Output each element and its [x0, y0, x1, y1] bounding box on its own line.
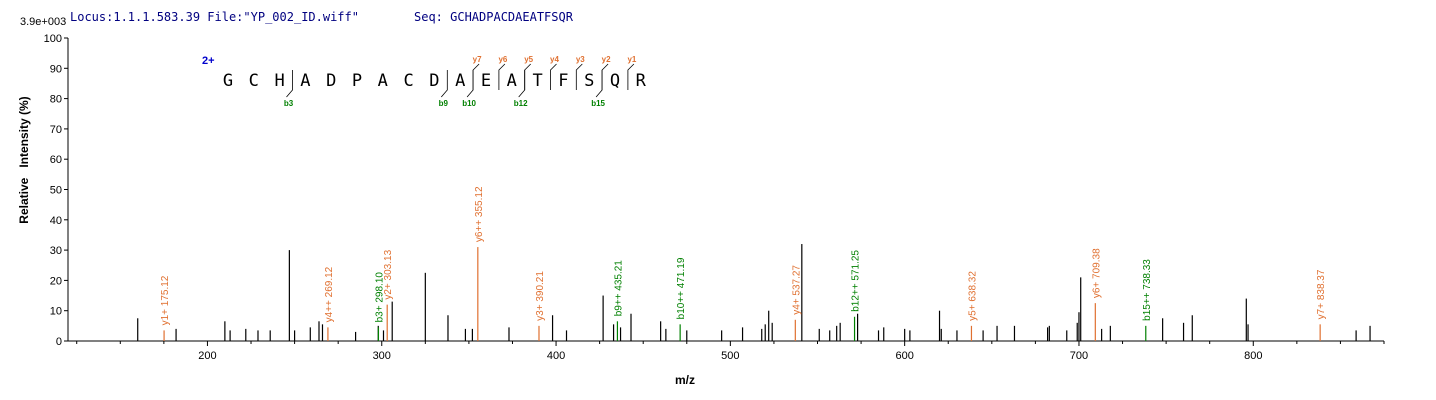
b-ion-label: b12 [514, 99, 528, 108]
peak-label: b9++ 435.21 [613, 260, 624, 317]
y-axis-ticks: 0 10 20 30 40 50 60 70 80 90 100 [44, 33, 68, 348]
sequence-residue: P [352, 71, 362, 91]
y-tick-label: 60 [50, 154, 62, 166]
y-tick-label: 70 [50, 124, 62, 136]
y-ion-bracket [472, 63, 480, 90]
x-tick-label: 300 [373, 350, 391, 362]
y-ion-label: y4 [550, 55, 559, 64]
y-ion-label: y3 [576, 55, 585, 64]
sequence-residue: G [223, 71, 233, 91]
peak-label: b10++ 471.19 [676, 257, 687, 319]
peak-label: y4++ 269.12 [324, 266, 335, 322]
x-tick-label: 400 [547, 350, 565, 362]
sequence-residue: D [429, 71, 439, 91]
peak-label: b15++ 738.33 [1142, 259, 1153, 321]
y-ion-label: y7 [473, 55, 482, 64]
sequence-residue: T [532, 71, 542, 91]
sequence-residue: A [378, 71, 388, 91]
b-ion-label: b3 [284, 99, 294, 108]
b-ion-label: b10 [462, 99, 476, 108]
sequence-residue: F [558, 71, 568, 91]
sequence-residue: R [636, 71, 647, 91]
sequence-residue: D [326, 71, 336, 91]
sequence-residue: C [403, 71, 413, 91]
y-tick-label: 100 [44, 33, 62, 45]
b-ion-bracket [466, 70, 474, 98]
b-ion-bracket [518, 70, 526, 98]
y-tick-label: 0 [56, 336, 62, 348]
y-ion-bracket [627, 63, 635, 90]
y-ion-bracket [575, 63, 583, 90]
x-tick-label: 500 [721, 350, 739, 362]
x-axis-title: m/z [675, 373, 695, 387]
peak-label: y3+ 390.21 [535, 271, 546, 321]
sequence-residue: A [455, 71, 465, 91]
y-tick-label: 10 [50, 306, 62, 318]
y-ion-bracket [550, 63, 557, 90]
peak-label: b12++ 571.25 [851, 250, 862, 312]
peak-label: y7+ 838.37 [1316, 269, 1327, 319]
x-tick-label: 800 [1244, 350, 1262, 362]
b-ion-bracket [286, 70, 293, 98]
b-ion-bracket [595, 70, 603, 98]
y-ion-label: y1 [627, 55, 636, 64]
b-ion-label: b15 [591, 99, 605, 108]
sequence-residue: C [249, 71, 259, 91]
y-ion-bracket [601, 63, 609, 90]
peak-label: y2+ 303.13 [383, 249, 394, 299]
sequence-residue: S [584, 71, 594, 91]
peak-label: y5+ 638.32 [967, 271, 978, 321]
y-tick-label: 80 [50, 94, 62, 106]
y-ion-label: y6 [498, 55, 507, 64]
x-tick-label: 200 [198, 350, 216, 362]
y-ion-label: y5 [524, 55, 533, 64]
peak-label: y1+ 175.12 [160, 275, 171, 325]
sequence-residue: Q [610, 71, 620, 91]
sequence-header: Seq: GCHADPACDAEATFSQR [414, 10, 574, 24]
sequence-residue: A [300, 71, 310, 91]
y-tick-label: 90 [50, 63, 62, 75]
peak-series [137, 244, 1371, 341]
peak-label: y6+ 709.38 [1091, 248, 1102, 298]
y-tick-label: 20 [50, 275, 62, 287]
x-axis-ticks: 200 300 400 500 600 700 800 [76, 341, 1385, 362]
x-tick-label: 600 [895, 350, 913, 362]
b-ion-label: b9 [439, 99, 449, 108]
sequence-residue: E [481, 71, 491, 91]
peak-label: b3+ 298.10 [374, 272, 385, 323]
y-tick-label: 50 [50, 185, 62, 197]
peak-label: y6++ 355.12 [474, 186, 485, 242]
locus-file-header: Locus:1.1.1.583.39 File:"YP_002_ID.wiff" [70, 10, 359, 24]
y-ion-bracket [498, 63, 506, 90]
b-ion-bracket [440, 70, 448, 98]
y-tick-label: 30 [50, 245, 62, 257]
max-intensity-label: 3.9e+003 [20, 16, 66, 28]
y-ion-label: y2 [602, 55, 611, 64]
y-ion-bracket [524, 63, 531, 90]
sequence-residue: H [274, 71, 284, 91]
charge-state-label: 2+ [202, 55, 215, 67]
y-axis-title: Relative Intensity (%) [17, 96, 31, 223]
y-tick-label: 40 [50, 215, 62, 227]
peak-label: y4+ 537.27 [791, 265, 802, 315]
sequence-residue: A [507, 71, 517, 91]
x-tick-label: 700 [1070, 350, 1088, 362]
